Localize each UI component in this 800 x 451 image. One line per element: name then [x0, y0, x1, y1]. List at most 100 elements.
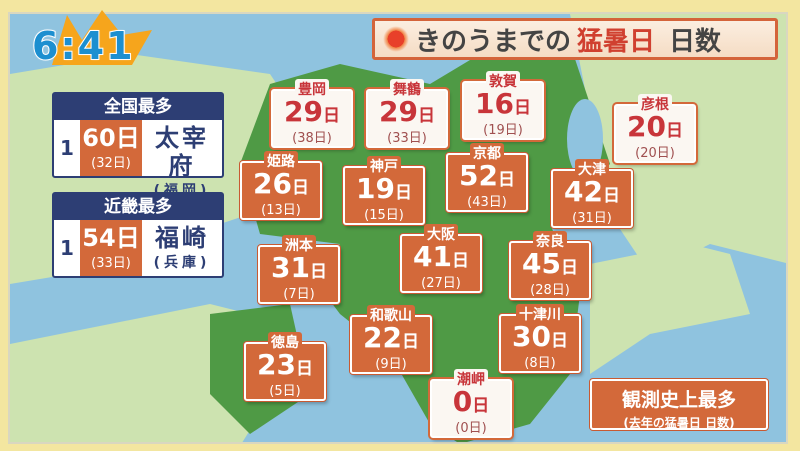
prev-days: (33日)	[91, 256, 131, 271]
station-box: 十津川 30日 (8日)	[499, 304, 581, 373]
station-prev-days: (19日)	[483, 123, 523, 138]
city: 福崎	[155, 224, 209, 252]
land-shikoku	[10, 304, 260, 442]
station-box: 潮岬 0日 (0日)	[430, 369, 512, 438]
station-days: 22日	[352, 323, 430, 357]
station-days: 31日	[260, 253, 338, 287]
station-box: 舞鶴 29日 (33日)	[366, 79, 448, 148]
station-days: 0日	[432, 387, 510, 421]
station-prev-days: (8日)	[524, 356, 556, 371]
panel-heading: 近畿最多	[54, 194, 222, 220]
station-prev-days: (9日)	[375, 357, 407, 372]
station-name: 大阪	[424, 224, 458, 244]
station-name: 豊岡	[295, 79, 329, 99]
station-name: 十津川	[516, 304, 564, 324]
station-days: 19日	[345, 174, 423, 208]
station-days: 29日	[368, 97, 446, 131]
days-value: 31	[271, 251, 310, 284]
land-kii-east	[590, 244, 750, 374]
station-name: 徳島	[268, 332, 302, 352]
station-name: 敦賀	[486, 71, 520, 91]
clock: 6:41	[22, 10, 152, 70]
station-box: 彦根 20日 (20日)	[614, 94, 696, 163]
station-box: 敦賀 16日 (19日)	[462, 71, 544, 140]
days-value: 19	[356, 172, 395, 205]
clock-time: 6:41	[31, 23, 135, 69]
rank: 1	[60, 136, 74, 160]
days-value: 29	[379, 95, 418, 128]
station-prev-days: (28日)	[530, 283, 570, 298]
station-days: 20日	[616, 112, 694, 146]
station-box: 徳島 23日 (5日)	[244, 332, 326, 401]
station-prev-days: (38日)	[292, 131, 332, 146]
prev-days: (32日)	[91, 156, 131, 171]
day-unit: 日	[295, 359, 313, 379]
station-name: 姫路	[264, 151, 298, 171]
panel-national-max: 全国最多 1 60日 (32日) 太宰府 (福岡)	[52, 92, 224, 199]
days: 54日	[82, 224, 140, 252]
day-unit: 日	[513, 98, 531, 118]
station-box: 豊岡 29日 (38日)	[271, 79, 353, 148]
day-unit: 日	[497, 170, 515, 190]
station-name: 大津	[575, 159, 609, 179]
station-box: 大津 42日 (31日)	[551, 159, 633, 228]
prefecture: (兵庫)	[153, 255, 211, 271]
legend-title: 観測史上最多	[621, 389, 736, 411]
station-days: 23日	[246, 350, 324, 384]
station-name: 和歌山	[367, 305, 415, 325]
day-unit: 日	[560, 258, 578, 278]
days-value: 29	[284, 95, 323, 128]
station-prev-days: (33日)	[387, 131, 427, 146]
station-box: 和歌山 22日 (9日)	[350, 305, 432, 374]
days-value: 26	[253, 167, 292, 200]
days-value: 0	[452, 385, 473, 418]
station-days: 16日	[464, 89, 542, 123]
station-days: 52日	[448, 161, 526, 195]
day-unit: 日	[309, 262, 327, 282]
city: 太宰府	[155, 124, 209, 180]
station-prev-days: (13日)	[261, 203, 301, 218]
station-days: 30日	[501, 322, 579, 356]
day-unit: 日	[394, 183, 412, 203]
rank: 1	[60, 236, 74, 260]
station-prev-days: (27日)	[421, 276, 461, 291]
station-prev-days: (5日)	[269, 384, 301, 399]
station-box: 洲本 31日 (7日)	[258, 235, 340, 304]
days-value: 30	[512, 320, 551, 353]
legend-note: (去年の猛暑日 日数)	[623, 416, 735, 430]
sun-icon	[383, 26, 409, 52]
station-box: 京都 52日 (43日)	[446, 143, 528, 212]
station-days: 41日	[402, 242, 480, 276]
day-unit: 日	[417, 106, 435, 126]
station-prev-days: (7日)	[283, 287, 315, 302]
station-prev-days: (31日)	[572, 211, 612, 226]
title-suffix: 日数	[669, 26, 722, 57]
station-days: 45日	[511, 249, 589, 283]
panel-heading: 全国最多	[54, 94, 222, 120]
legend-record: 観測史上最多 (去年の猛暑日 日数)	[590, 379, 768, 430]
station-prev-days: (0日)	[455, 421, 487, 436]
station-name: 神戸	[367, 156, 401, 176]
day-unit: 日	[451, 251, 469, 271]
station-box: 姫路 26日 (13日)	[240, 151, 322, 220]
station-days: 26日	[242, 169, 320, 203]
station-name: 彦根	[638, 94, 672, 114]
day-unit: 日	[602, 186, 620, 206]
days-value: 22	[363, 321, 402, 354]
day-unit: 日	[665, 121, 683, 141]
station-prev-days: (15日)	[364, 208, 404, 223]
clock-star-icon	[52, 10, 152, 65]
station-name: 舞鶴	[390, 79, 424, 99]
station-prev-days: (20日)	[635, 146, 675, 161]
days: 60日	[82, 124, 140, 152]
station-prev-days: (43日)	[467, 195, 507, 210]
station-name: 京都	[470, 143, 504, 163]
day-unit: 日	[322, 106, 340, 126]
station-box: 奈良 45日 (28日)	[509, 231, 591, 300]
day-unit: 日	[550, 331, 568, 351]
title-highlight: 猛暑日	[577, 26, 656, 57]
title-prefix: きのうまでの	[415, 26, 572, 57]
station-days: 42日	[553, 177, 631, 211]
days-value: 45	[522, 247, 561, 280]
day-unit: 日	[472, 396, 490, 416]
